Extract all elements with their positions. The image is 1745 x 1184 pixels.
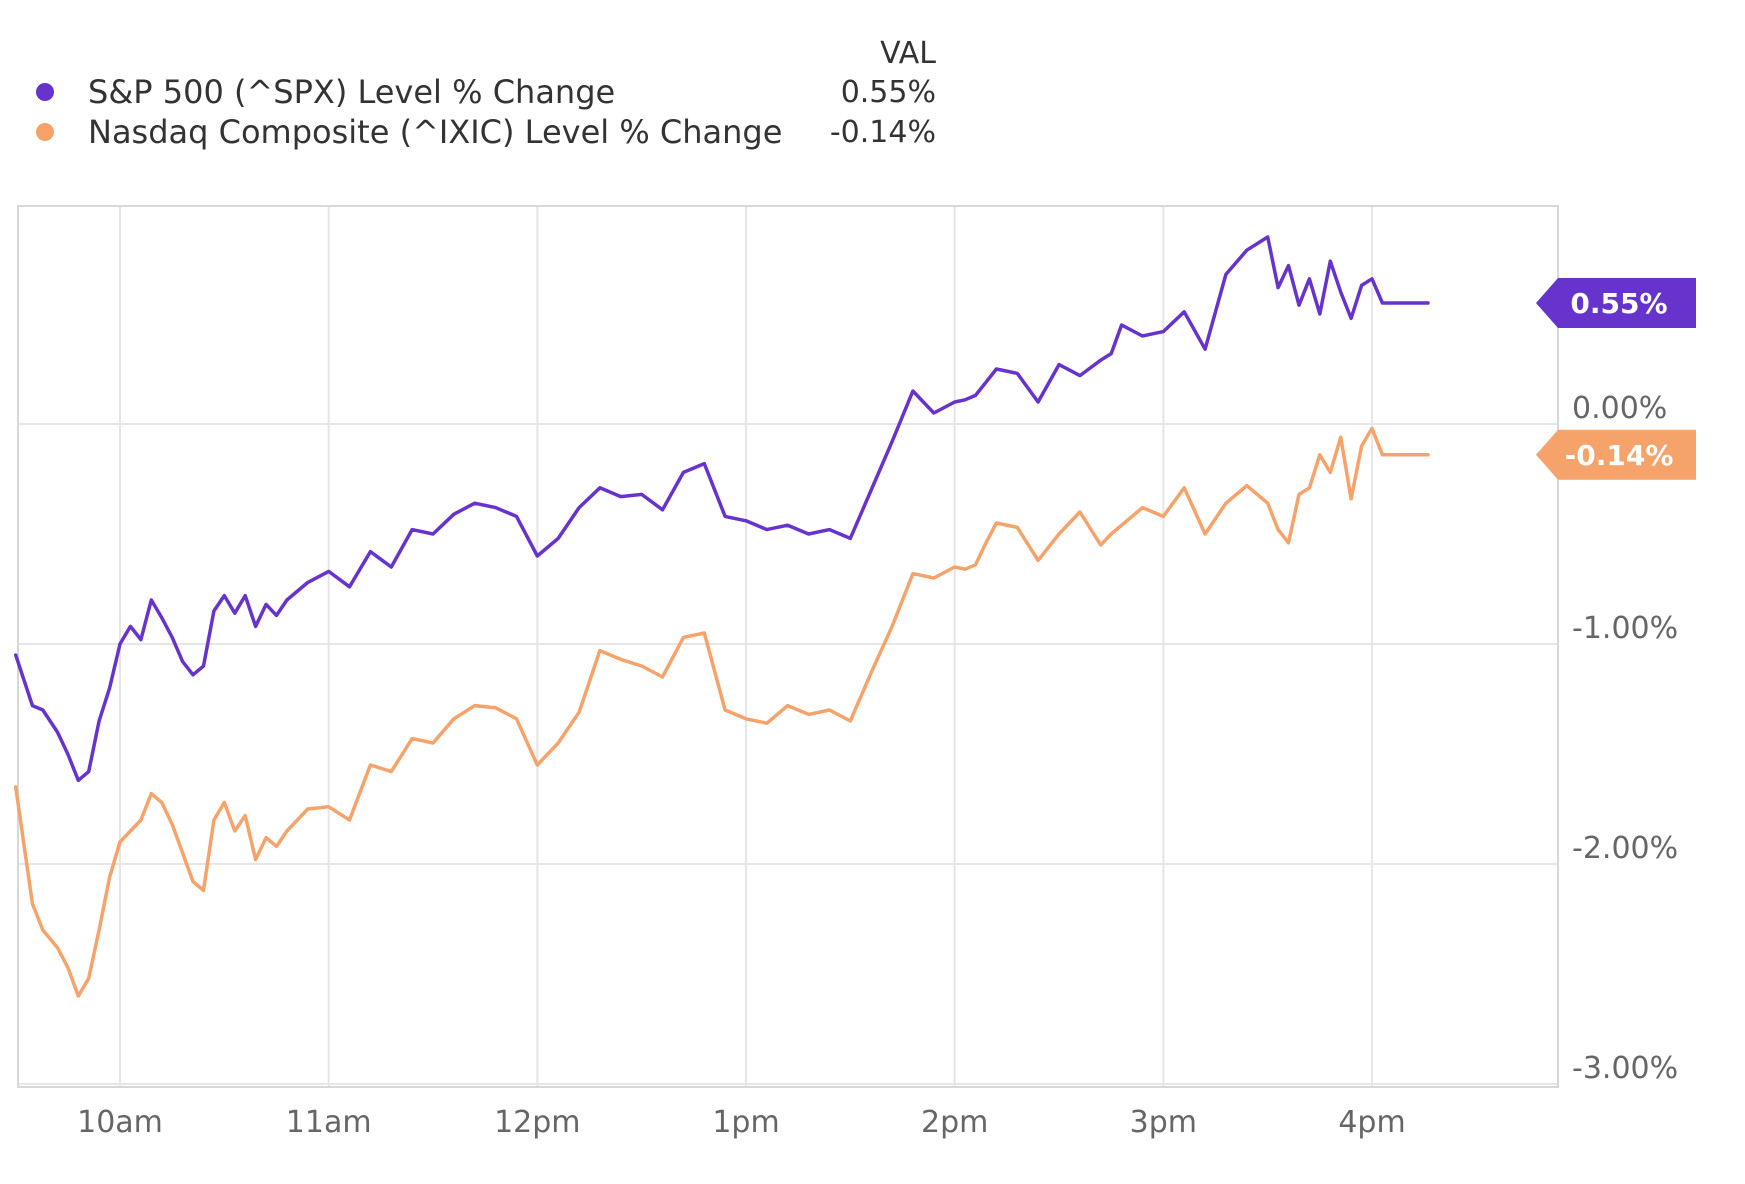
end-label-tag	[1536, 278, 1696, 328]
y-tick-label: -3.00%	[1572, 1051, 1678, 1086]
y-tick-label: -2.00%	[1572, 831, 1678, 866]
x-tick-label: 1pm	[712, 1105, 779, 1140]
x-axis-ticks: 10am 11am 12pm 1pm 2pm 3pm 4pm	[77, 1105, 1406, 1140]
plot-frame	[17, 205, 1559, 1088]
series-line-spx	[13, 235, 1430, 783]
legend-series-value: -0.14%	[829, 114, 936, 150]
x-tick-label: 11am	[286, 1105, 372, 1140]
x-tick-label: 4pm	[1338, 1105, 1405, 1140]
legend-series-value: 0.55%	[840, 74, 936, 110]
series-line-ixic	[13, 426, 1430, 998]
end-labels: -0.14% 0.55%	[1536, 278, 1696, 480]
x-tick-label: 2pm	[921, 1105, 988, 1140]
legend: VAL S&P 500 (^SPX) Level % Change 0.55% …	[0, 0, 960, 180]
end-label-tag	[1536, 429, 1696, 480]
legend-dot-icon	[36, 83, 54, 101]
legend-dot-icon	[36, 123, 54, 141]
y-axis-ticks: 0.00% -1.00% -2.00% -3.00%	[1572, 391, 1678, 1086]
y-tick-label: 0.00%	[1572, 391, 1667, 426]
legend-item-ixic[interactable]: Nasdaq Composite (^IXIC) Level % Change …	[36, 110, 936, 154]
end-label-value: 0.55%	[1570, 287, 1667, 320]
series-layer	[13, 235, 1430, 998]
legend-item-spx[interactable]: S&P 500 (^SPX) Level % Change 0.55%	[36, 70, 936, 114]
x-tick-label: 10am	[77, 1105, 163, 1140]
legend-series-name: S&P 500 (^SPX) Level % Change	[88, 73, 616, 111]
end-label-value: -0.14%	[1565, 439, 1674, 472]
legend-value-header: VAL	[880, 36, 936, 71]
grid-layer	[18, 206, 1558, 1087]
x-tick-label: 3pm	[1130, 1105, 1197, 1140]
x-tick-label: 12pm	[494, 1105, 580, 1140]
legend-series-name: Nasdaq Composite (^IXIC) Level % Change	[88, 113, 783, 151]
y-tick-label: -1.00%	[1572, 611, 1678, 646]
